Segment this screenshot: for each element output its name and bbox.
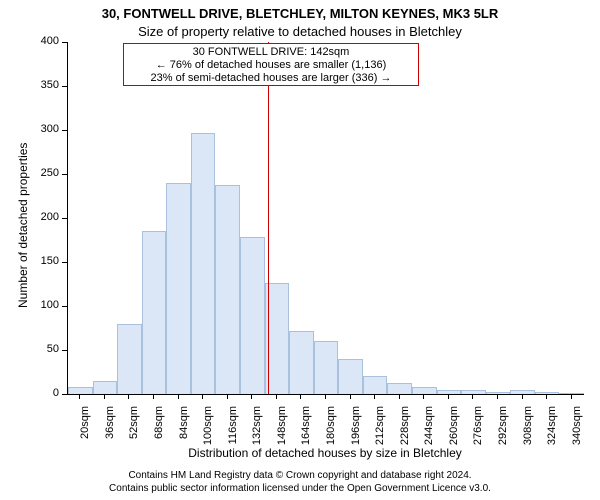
x-tick-mark xyxy=(104,394,105,399)
x-tick-label: 228sqm xyxy=(399,406,411,456)
histogram-bar xyxy=(93,381,118,394)
x-tick-mark xyxy=(472,394,473,399)
histogram-bar xyxy=(142,231,167,394)
y-tick-mark xyxy=(62,262,67,263)
annotation-box: 30 FONTWELL DRIVE: 142sqm ← 76% of detac… xyxy=(123,43,419,86)
x-tick-label: 276sqm xyxy=(472,406,484,456)
histogram-plot xyxy=(67,42,584,395)
x-tick-label: 180sqm xyxy=(325,406,337,456)
histogram-bar xyxy=(289,331,314,394)
x-tick-label: 116sqm xyxy=(227,406,239,456)
x-tick-mark xyxy=(423,394,424,399)
y-tick-mark xyxy=(62,130,67,131)
y-tick-mark xyxy=(62,42,67,43)
x-tick-mark xyxy=(571,394,572,399)
y-tick-label: 400 xyxy=(33,35,59,47)
histogram-bar xyxy=(461,390,486,394)
y-tick-mark xyxy=(62,218,67,219)
marker-line xyxy=(268,42,269,394)
histogram-bar xyxy=(363,376,388,394)
histogram-bar xyxy=(510,390,535,394)
histogram-bar xyxy=(559,393,584,394)
x-tick-label: 212sqm xyxy=(374,406,386,456)
histogram-bar xyxy=(240,237,265,394)
x-tick-label: 308sqm xyxy=(522,406,534,456)
histogram-bar xyxy=(215,185,240,394)
x-tick-label: 84sqm xyxy=(178,406,190,456)
x-tick-label: 52sqm xyxy=(128,406,140,456)
y-tick-label: 100 xyxy=(33,299,59,311)
x-tick-mark xyxy=(276,394,277,399)
y-tick-label: 200 xyxy=(33,211,59,223)
x-tick-label: 260sqm xyxy=(448,406,460,456)
histogram-bar xyxy=(437,390,462,394)
annotation-line-1: 30 FONTWELL DRIVE: 142sqm xyxy=(128,46,414,59)
histogram-bar xyxy=(191,133,216,394)
histogram-bar xyxy=(166,183,191,394)
y-tick-label: 0 xyxy=(33,387,59,399)
x-tick-label: 292sqm xyxy=(497,406,509,456)
x-tick-label: 340sqm xyxy=(571,406,583,456)
x-tick-label: 148sqm xyxy=(276,406,288,456)
histogram-bar xyxy=(314,341,339,394)
x-tick-mark xyxy=(325,394,326,399)
x-tick-mark xyxy=(202,394,203,399)
x-tick-mark xyxy=(227,394,228,399)
x-tick-mark xyxy=(448,394,449,399)
x-tick-label: 244sqm xyxy=(423,406,435,456)
x-tick-label: 36sqm xyxy=(104,406,116,456)
x-tick-label: 164sqm xyxy=(300,406,312,456)
y-tick-mark xyxy=(62,394,67,395)
annotation-line-2: ← 76% of detached houses are smaller (1,… xyxy=(128,59,414,72)
x-tick-mark xyxy=(79,394,80,399)
histogram-bar xyxy=(117,324,142,394)
footnote-line-2: Contains public sector information licen… xyxy=(0,483,600,494)
x-tick-mark xyxy=(546,394,547,399)
histogram-bar xyxy=(68,387,93,394)
x-tick-label: 324sqm xyxy=(546,406,558,456)
x-tick-label: 100sqm xyxy=(202,406,214,456)
histogram-bar xyxy=(338,359,363,394)
address-title: 30, FONTWELL DRIVE, BLETCHLEY, MILTON KE… xyxy=(0,6,600,21)
x-tick-mark xyxy=(374,394,375,399)
y-tick-label: 50 xyxy=(33,343,59,355)
y-tick-mark xyxy=(62,174,67,175)
x-tick-mark xyxy=(300,394,301,399)
subtitle: Size of property relative to detached ho… xyxy=(0,24,600,39)
x-tick-mark xyxy=(497,394,498,399)
x-tick-mark xyxy=(350,394,351,399)
x-tick-label: 196sqm xyxy=(350,406,362,456)
y-tick-mark xyxy=(62,86,67,87)
footnote-line-1: Contains HM Land Registry data © Crown c… xyxy=(0,470,600,481)
x-tick-mark xyxy=(153,394,154,399)
histogram-bar xyxy=(412,387,437,394)
x-tick-mark xyxy=(399,394,400,399)
y-axis-label: Number of detached properties xyxy=(16,143,30,308)
x-tick-mark xyxy=(251,394,252,399)
x-tick-mark xyxy=(128,394,129,399)
x-tick-mark xyxy=(178,394,179,399)
histogram-bar xyxy=(387,383,412,394)
x-tick-label: 68sqm xyxy=(153,406,165,456)
annotation-line-3: 23% of semi-detached houses are larger (… xyxy=(128,72,414,85)
x-tick-mark xyxy=(522,394,523,399)
y-tick-label: 150 xyxy=(33,255,59,267)
x-tick-label: 20sqm xyxy=(79,406,91,456)
y-tick-mark xyxy=(62,350,67,351)
y-tick-label: 300 xyxy=(33,123,59,135)
y-tick-label: 350 xyxy=(33,79,59,91)
y-tick-label: 250 xyxy=(33,167,59,179)
y-tick-mark xyxy=(62,306,67,307)
x-tick-label: 132sqm xyxy=(251,406,263,456)
